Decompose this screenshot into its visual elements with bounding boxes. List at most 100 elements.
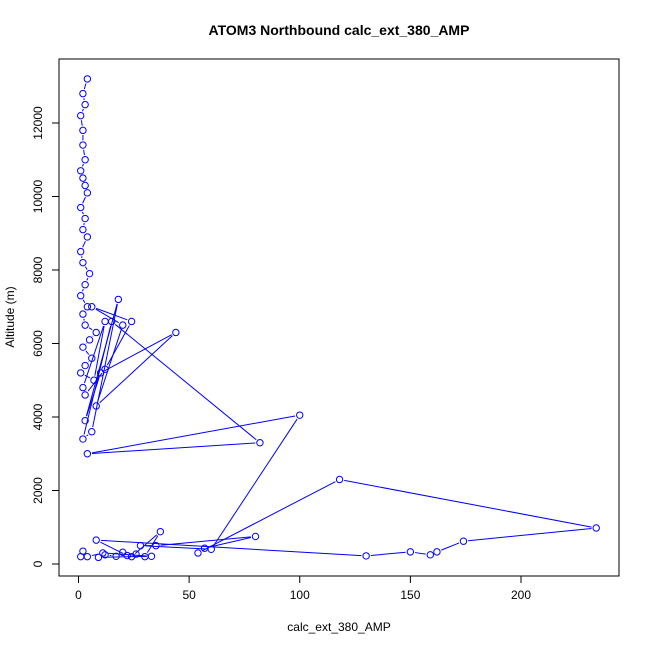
data-point (406, 548, 415, 556)
series-line-segment (82, 196, 86, 204)
data-point (112, 552, 120, 560)
data-point (83, 303, 92, 311)
data-point (136, 541, 145, 550)
series-line-segment (209, 537, 252, 548)
series-line-segment (96, 307, 128, 321)
series-line-segment (81, 288, 84, 292)
data-point (127, 317, 136, 326)
data-point (81, 321, 89, 329)
data-point (79, 383, 87, 392)
series-line-segment (84, 266, 88, 270)
series-line-segment (106, 325, 130, 366)
data-point (94, 553, 103, 562)
series-line-segment (85, 303, 118, 417)
data-point (81, 416, 89, 425)
data-point (85, 336, 94, 344)
series-line-segment (370, 551, 406, 556)
series-line-segment (81, 163, 84, 167)
series-line-segment (201, 481, 336, 552)
series-line-segment (104, 334, 172, 372)
data-point (156, 527, 165, 536)
y-tick-label: 6000 (31, 330, 45, 357)
series-line-segment (441, 542, 460, 551)
data-point (92, 402, 100, 410)
series-line-segment (82, 241, 86, 248)
data-point (79, 174, 87, 182)
data-point (119, 321, 127, 329)
data-point (92, 328, 100, 337)
data-point (296, 411, 304, 419)
data-point (79, 310, 87, 318)
data-point (107, 317, 116, 326)
data-point (83, 552, 92, 561)
data-point (83, 233, 92, 241)
y-tick-label: 2000 (31, 477, 45, 504)
data-point (81, 361, 89, 370)
data-point (459, 537, 468, 545)
data-point (79, 343, 87, 351)
series-line-segment (115, 324, 257, 441)
plot-frame (58, 58, 620, 577)
series-line-segment (84, 374, 91, 379)
x-tick-label: 100 (290, 588, 310, 602)
series-line-segment (344, 479, 592, 528)
series-line-segment (83, 149, 85, 156)
data-point (147, 552, 156, 560)
series-line-segment (83, 325, 105, 384)
data-point (79, 89, 87, 98)
data-point (79, 258, 87, 267)
data-point (83, 450, 92, 458)
data-point (79, 435, 87, 443)
series-line-segment (99, 335, 173, 404)
data-point (88, 354, 96, 362)
chart-title: ATOM3 Northbound calc_ext_380_AMP (209, 22, 470, 38)
data-point (81, 156, 89, 164)
data-point (119, 548, 127, 556)
y-tick-label: 10000 (31, 179, 45, 213)
y-axis: 0 2000 4000 6000 8000 10000 12000 (31, 106, 60, 567)
data-point (83, 189, 92, 197)
y-axis-label: Altitude (m) (3, 286, 17, 347)
data-point (127, 552, 136, 561)
data-point (77, 167, 85, 175)
series-line-segment (86, 434, 89, 437)
series-line-segment (81, 108, 84, 112)
data-point (99, 549, 107, 557)
data-point (77, 292, 85, 300)
data-point (101, 551, 109, 559)
data-point (335, 475, 344, 484)
data-point (172, 328, 180, 337)
series-line-segment (160, 536, 251, 546)
series-line-segment (81, 211, 84, 215)
y-tick-label: 0 (31, 560, 45, 567)
series-line-segment (91, 415, 296, 454)
data-point (81, 391, 89, 399)
series-line-segment (88, 327, 93, 331)
data-point (79, 141, 87, 149)
data-point (81, 281, 89, 289)
data-point (81, 214, 89, 223)
series-line-segment (103, 555, 147, 558)
data-point (81, 181, 89, 190)
data-point (77, 552, 85, 561)
series-line-segment (92, 442, 256, 454)
x-axis: 0 50 100 150 200 (75, 575, 531, 602)
series-line-segment (468, 527, 592, 542)
data-point (81, 100, 89, 109)
series-line-segment (86, 277, 89, 281)
series-line-segment (145, 545, 207, 550)
data-point (77, 111, 85, 120)
data-point (101, 365, 109, 373)
series-line-segment (80, 120, 83, 126)
data-point (101, 317, 109, 326)
x-tick-label: 150 (400, 588, 420, 602)
series-line-segment (134, 534, 158, 554)
data-point (200, 544, 209, 552)
y-tick-label: 12000 (31, 106, 45, 140)
data-point (194, 549, 202, 557)
data-point (77, 203, 85, 212)
data-point (90, 376, 98, 384)
data-point (77, 369, 85, 377)
series-line-segment (85, 350, 90, 355)
